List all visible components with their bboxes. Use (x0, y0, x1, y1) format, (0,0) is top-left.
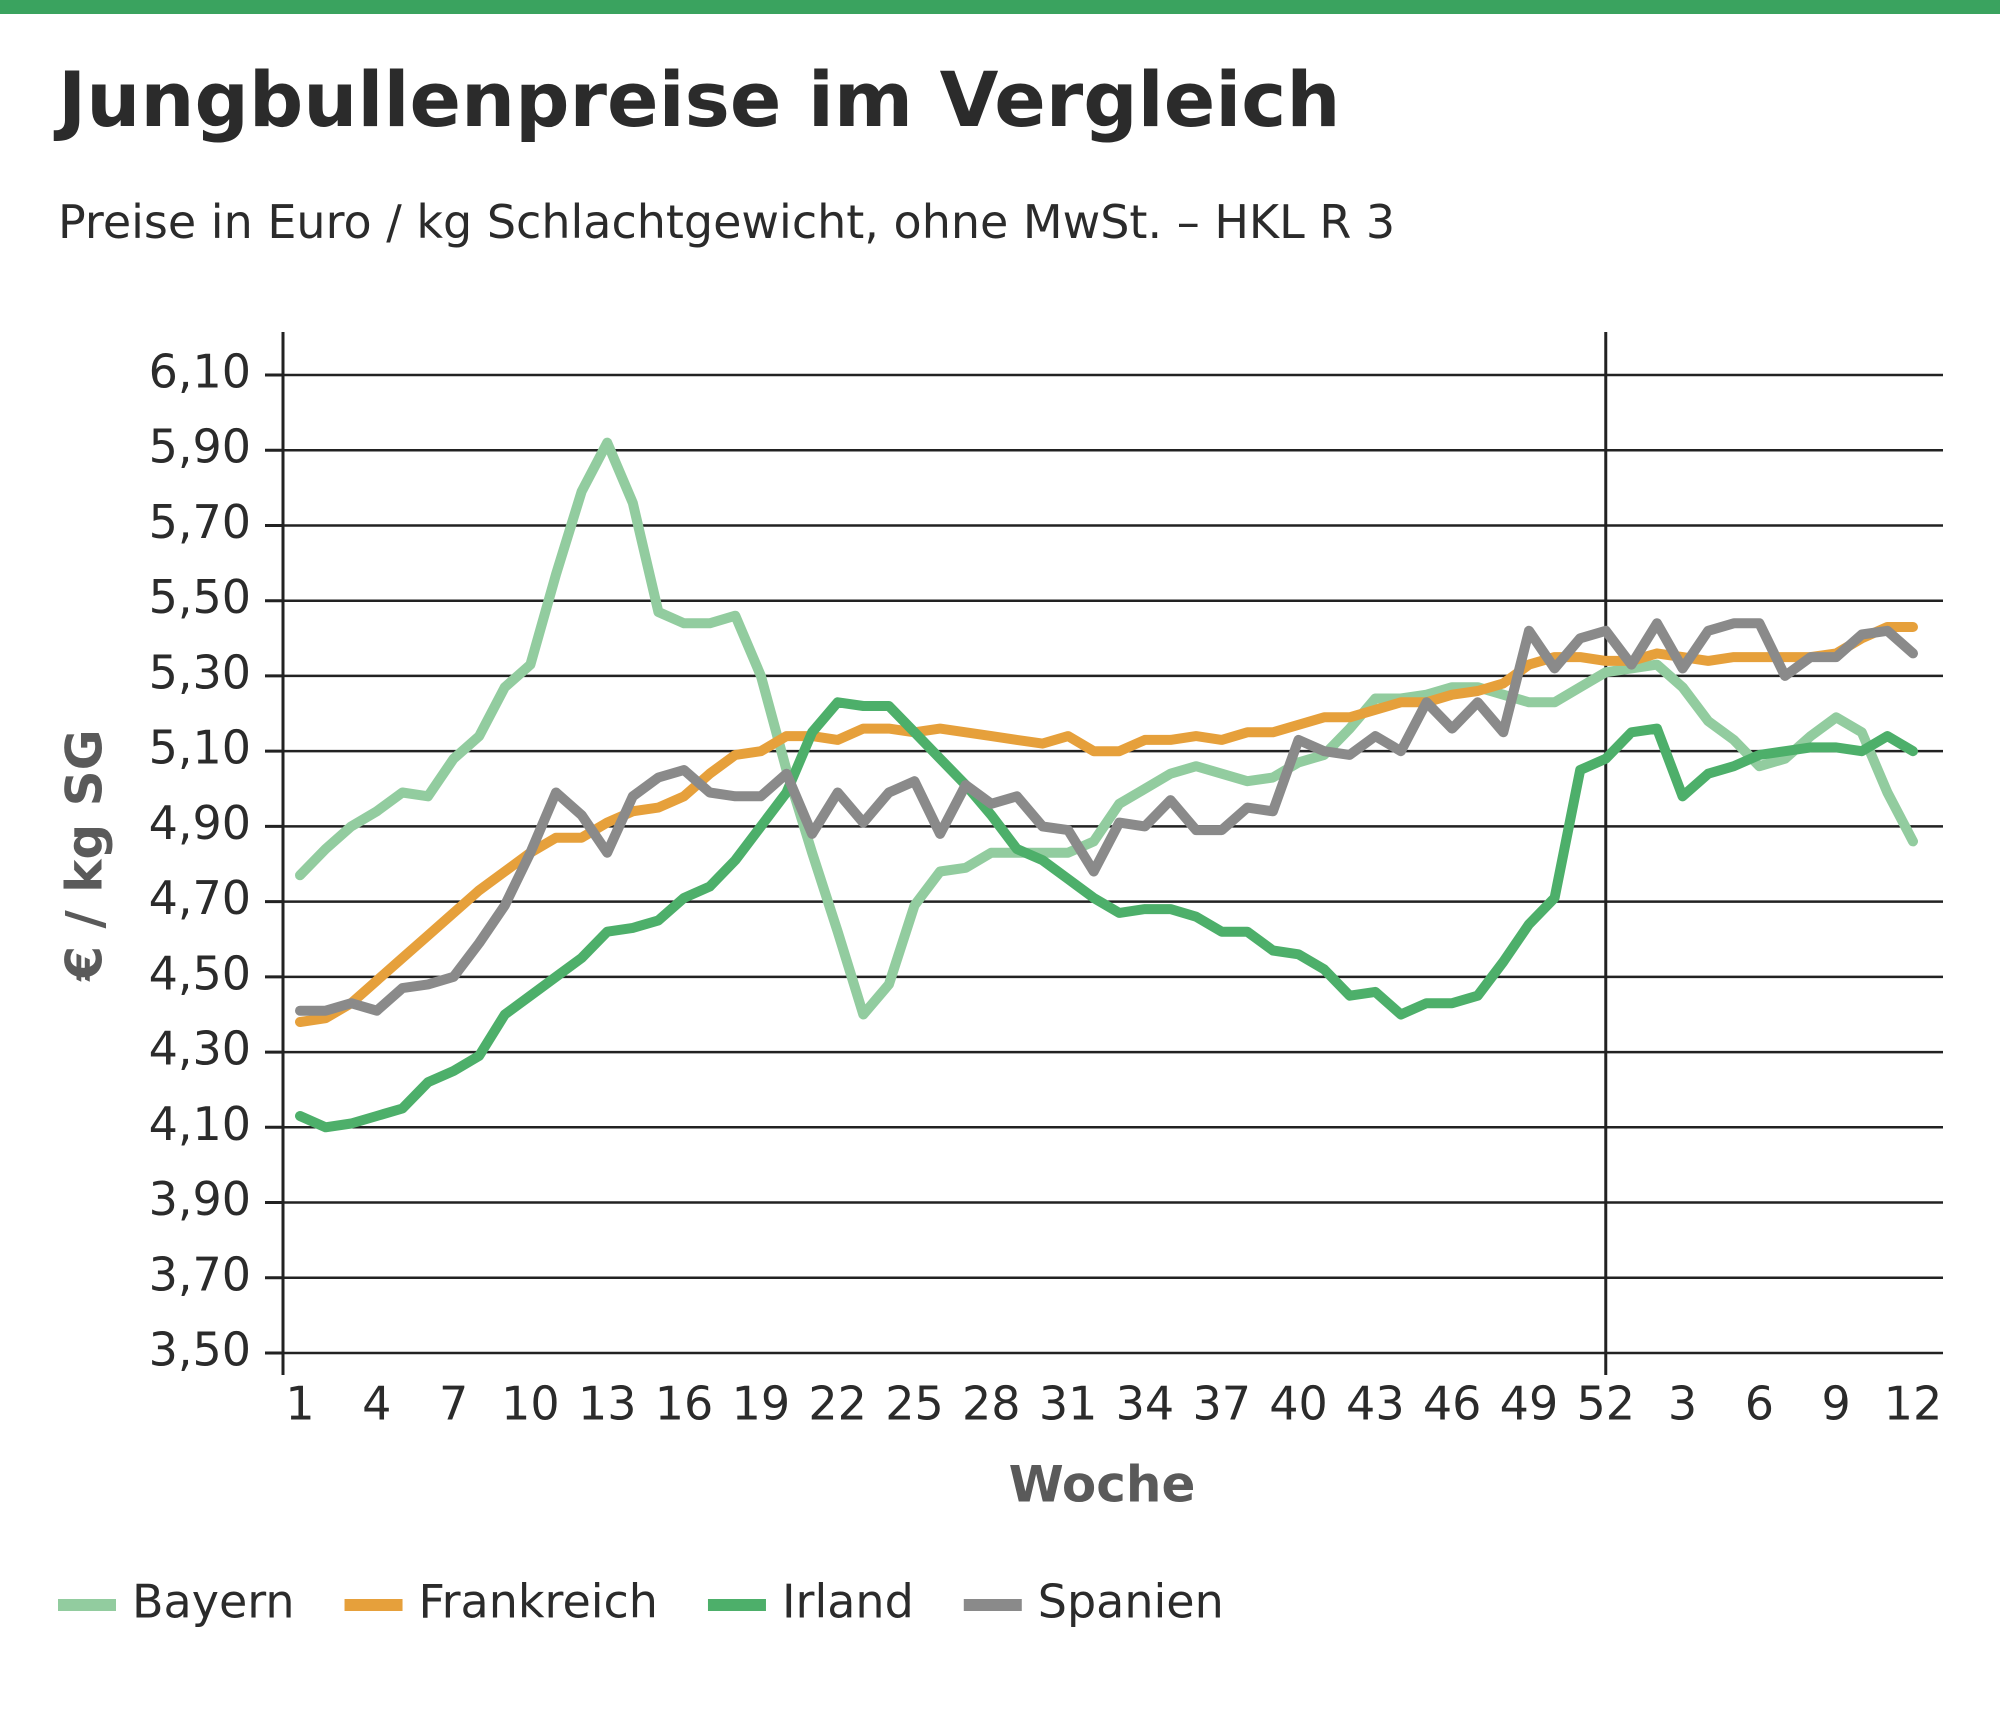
chart-subtitle: Preise in Euro / kg Schlachtgewicht, ohn… (58, 195, 1395, 249)
x-tick-label: 46 (1423, 1377, 1482, 1431)
x-tick-label: 3 (1668, 1377, 1697, 1431)
y-tick-label: 3,90 (149, 1172, 251, 1226)
y-tick-label: 5,90 (149, 420, 251, 474)
x-axis-title: Woche (1009, 1456, 1196, 1514)
legend-label: Bayern (132, 1575, 295, 1629)
y-tick-label: 5,50 (149, 570, 251, 624)
series-line (295, 697, 1918, 1133)
x-tick-label: 31 (1039, 1377, 1098, 1431)
x-tick-label: 34 (1116, 1377, 1175, 1431)
x-tick-label: 12 (1884, 1377, 1943, 1431)
x-tick-label: 1 (285, 1377, 314, 1431)
x-tick-label: 37 (1192, 1377, 1251, 1431)
x-tick-label: 52 (1576, 1377, 1635, 1431)
x-tick-label: 25 (885, 1377, 944, 1431)
series-line (295, 618, 1918, 1016)
y-tick-label: 4,30 (149, 1022, 251, 1076)
x-tick-label: 28 (962, 1377, 1021, 1431)
y-tick-label: 5,10 (149, 721, 251, 775)
top-bar (0, 0, 2000, 14)
x-tick-label: 16 (655, 1377, 714, 1431)
series-line (295, 622, 1918, 1027)
x-tick-label: 13 (578, 1377, 637, 1431)
y-tick-label: 5,70 (149, 495, 251, 549)
y-tick-label: 3,50 (149, 1323, 251, 1377)
y-tick-label: 3,70 (149, 1247, 251, 1301)
x-tick-label: 4 (362, 1377, 391, 1431)
x-tick-label: 6 (1745, 1377, 1774, 1431)
y-tick-label: 4,70 (149, 871, 251, 925)
x-tick-label: 19 (732, 1377, 791, 1431)
x-tick-label: 22 (808, 1377, 867, 1431)
y-tick-label: 4,50 (149, 946, 251, 1000)
series-line (295, 437, 1918, 1020)
x-tick-label: 7 (439, 1377, 468, 1431)
x-tick-label: 10 (501, 1377, 560, 1431)
x-tick-label: 49 (1500, 1377, 1559, 1431)
legend-label: Frankreich (419, 1575, 658, 1629)
y-tick-label: 6,10 (149, 345, 251, 399)
x-tick-label: 9 (1822, 1377, 1851, 1431)
x-tick-label: 40 (1269, 1377, 1328, 1431)
y-tick-label: 4,10 (149, 1097, 251, 1151)
y-tick-label: 4,90 (149, 796, 251, 850)
legend-label: Irland (782, 1575, 914, 1629)
x-tick-label: 43 (1346, 1377, 1405, 1431)
y-axis-title: € / kg SG (56, 729, 114, 981)
y-tick-label: 5,30 (149, 645, 251, 699)
legend-label: Spanien (1038, 1575, 1224, 1629)
chart-title: Jungbullenpreise im Vergleich (53, 55, 1340, 144)
